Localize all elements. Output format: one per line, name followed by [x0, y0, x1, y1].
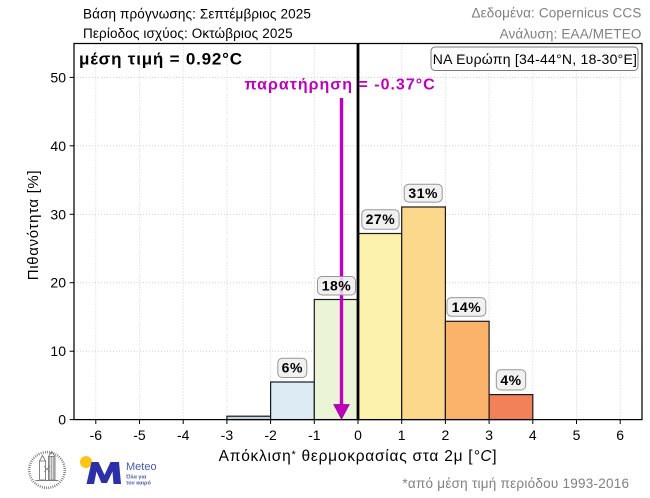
svg-text:6%: 6% [282, 360, 303, 376]
svg-text:Ανάλυση: ΕΑΑ/ΜΕΤΕΟ: Ανάλυση: ΕΑΑ/ΜΕΤΕΟ [500, 27, 642, 42]
svg-text:-5: -5 [133, 427, 146, 443]
svg-text:50: 50 [50, 69, 66, 85]
svg-text:Περίοδος ισχύος: Οκτώβριος 202: Περίοδος ισχύος: Οκτώβριος 2025 [83, 26, 293, 41]
svg-text:2: 2 [442, 427, 450, 443]
svg-text:1: 1 [398, 427, 406, 443]
svg-text:Όλα για: Όλα για [125, 475, 147, 481]
svg-text:Απόκλιση* θερμοκρασίας στα 2μ: Απόκλιση* θερμοκρασίας στα 2μ [°C] [219, 448, 498, 465]
svg-text:παρατήρηση = -0.37°C: παρατήρηση = -0.37°C [244, 77, 435, 94]
svg-text:0: 0 [58, 412, 66, 428]
svg-text:NA Ευρώπη [34-44°N, 18-30°E]: NA Ευρώπη [34-44°N, 18-30°E] [433, 51, 637, 67]
svg-text:-4: -4 [177, 427, 190, 443]
svg-text:μέση τιμή = 0.92°C: μέση τιμή = 0.92°C [79, 50, 243, 69]
svg-text:τον καιρό: τον καιρό [126, 481, 151, 487]
svg-text:0: 0 [354, 427, 362, 443]
svg-text:31%: 31% [408, 185, 438, 201]
svg-text:Δεδομένα: Copernicus CCS: Δεδομένα: Copernicus CCS [471, 5, 641, 20]
svg-text:5: 5 [573, 427, 581, 443]
svg-text:30: 30 [50, 206, 66, 222]
svg-text:10: 10 [50, 343, 66, 359]
svg-text:20: 20 [50, 275, 66, 291]
svg-text:6: 6 [616, 427, 624, 443]
svg-text:-2: -2 [264, 427, 277, 443]
svg-text:-3: -3 [221, 427, 234, 443]
svg-text:Βάση πρόγνωσης: Σεπτέμβριος 20: Βάση πρόγνωσης: Σεπτέμβριος 2025 [83, 7, 311, 22]
svg-text:3: 3 [485, 427, 493, 443]
svg-text:*από μέση τιμή περιόδου 1993-2: *από μέση τιμή περιόδου 1993-2016 [402, 476, 629, 491]
svg-text:14%: 14% [452, 299, 482, 315]
svg-text:-6: -6 [90, 427, 103, 443]
svg-text:4: 4 [529, 427, 537, 443]
svg-text:4%: 4% [500, 372, 521, 388]
svg-text:40: 40 [50, 138, 66, 154]
svg-text:18%: 18% [322, 278, 352, 294]
svg-text:-1: -1 [308, 427, 321, 443]
svg-text:Meteo: Meteo [126, 461, 157, 473]
svg-text:Πιθανότητα [%]: Πιθανότητα [%] [25, 170, 42, 280]
svg-text:27%: 27% [366, 211, 396, 227]
